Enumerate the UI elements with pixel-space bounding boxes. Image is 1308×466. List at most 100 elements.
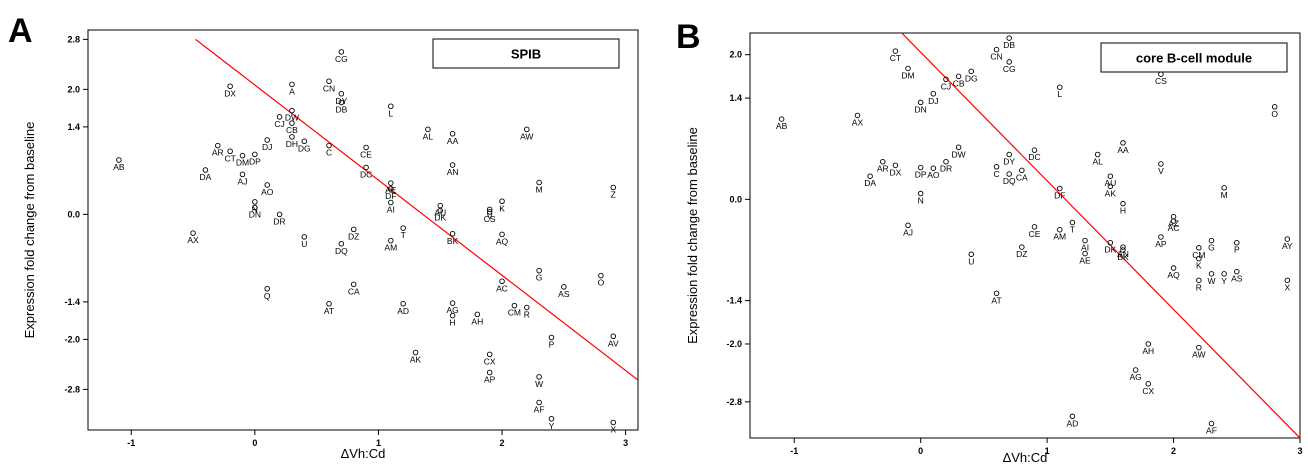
data-point-label: AG — [1129, 372, 1141, 382]
data-point — [1221, 271, 1227, 277]
data-point — [1158, 161, 1164, 167]
data-point — [880, 158, 886, 165]
data-point-label: AA — [447, 136, 459, 146]
data-point — [1234, 239, 1240, 246]
data-point — [388, 103, 394, 109]
data-point — [449, 300, 456, 306]
data-point — [449, 130, 456, 137]
data-point-label: O — [1271, 109, 1278, 119]
data-point — [264, 182, 270, 188]
x-axis-title: ΔVh:Cd — [1003, 450, 1048, 465]
data-point — [215, 142, 221, 149]
plot-frame — [749, 32, 1301, 439]
data-point-label: AI — [387, 205, 395, 215]
data-point — [1158, 234, 1164, 240]
panel-letter: A — [8, 12, 33, 50]
data-point-label: CA — [348, 286, 360, 296]
data-point — [289, 134, 295, 140]
data-point-label: AE — [385, 185, 397, 195]
data-point — [867, 173, 873, 179]
data-point-label: C — [326, 148, 332, 158]
data-point-label: BK — [1117, 252, 1129, 262]
data-point — [239, 171, 246, 178]
data-point — [1107, 183, 1114, 190]
data-point — [993, 164, 1000, 170]
data-point-label: DM — [236, 158, 249, 168]
data-point-label: Q — [264, 291, 271, 301]
data-point — [561, 284, 567, 290]
data-point-label: X — [1285, 282, 1291, 292]
data-point — [1069, 413, 1076, 420]
y-tick-label: 0.0 — [67, 209, 80, 219]
y-axis-title: Expression fold change from baseline — [22, 122, 37, 339]
data-point-label: V — [1158, 166, 1164, 176]
data-point-label: CE — [1029, 229, 1041, 239]
data-point-label: AO — [261, 187, 274, 197]
data-point — [955, 144, 962, 151]
data-point-label: R — [524, 310, 530, 320]
data-point — [1057, 84, 1063, 90]
data-point — [486, 369, 493, 376]
data-point — [1057, 185, 1063, 192]
x-tick-label: 3 — [623, 438, 628, 448]
x-tick-label: -1 — [790, 446, 798, 456]
x-tick-label: 0 — [252, 438, 257, 448]
data-point-label: DW — [952, 149, 966, 159]
data-point — [1019, 244, 1025, 250]
data-point — [536, 179, 542, 186]
data-point-label: AF — [534, 405, 545, 415]
data-point-label: AT — [991, 295, 1001, 305]
data-point — [917, 164, 924, 171]
data-point-label: W — [1207, 276, 1215, 286]
data-point — [449, 230, 456, 237]
x-tick-label: 2 — [500, 438, 505, 448]
data-point-label: AW — [520, 131, 533, 141]
data-point — [276, 114, 283, 120]
data-point-label: DC — [360, 170, 372, 180]
data-point-label: DX — [889, 167, 901, 177]
data-point-label: CT — [890, 53, 901, 63]
data-point — [252, 204, 258, 211]
data-point — [301, 138, 308, 144]
data-point-label: DA — [200, 172, 212, 182]
data-point — [1120, 247, 1126, 253]
data-point-label: DQ — [335, 246, 348, 256]
data-point-label: DC — [1028, 152, 1040, 162]
data-point-label: AX — [187, 235, 199, 245]
data-point — [363, 164, 369, 171]
data-point — [993, 46, 1000, 53]
data-point-label: O — [598, 278, 605, 288]
data-point-label: DJ — [928, 96, 938, 106]
data-point-label: L — [1057, 89, 1062, 99]
data-point — [993, 290, 1000, 297]
data-point-label: AW — [1192, 350, 1205, 360]
data-point-label: H — [450, 318, 456, 328]
data-point — [968, 68, 975, 75]
data-point — [202, 167, 209, 173]
data-point-label: AH — [1142, 346, 1154, 356]
data-point — [548, 334, 555, 341]
data-point — [264, 137, 270, 143]
data-point-label: N — [252, 204, 258, 214]
data-point-label: DP — [915, 170, 927, 180]
y-tick-label: -2.8 — [64, 384, 80, 394]
data-point-label: DY — [335, 96, 347, 106]
data-point — [350, 281, 357, 288]
data-point — [524, 304, 530, 311]
data-point — [854, 112, 861, 119]
data-point-label: AP — [1155, 239, 1167, 249]
data-point-label: L — [388, 108, 393, 118]
data-point — [943, 158, 949, 165]
data-point-label: Y — [1221, 276, 1227, 286]
data-point — [437, 207, 443, 214]
data-point-label: AT — [324, 306, 334, 316]
data-point — [1145, 381, 1152, 387]
x-tick-label: 2 — [1171, 446, 1176, 456]
data-point — [1057, 226, 1063, 233]
data-point — [227, 83, 233, 89]
data-point — [276, 211, 283, 218]
data-point-label: DN — [915, 104, 927, 114]
data-point — [289, 107, 295, 114]
data-point — [930, 90, 937, 97]
data-point-label: CN — [323, 83, 335, 93]
